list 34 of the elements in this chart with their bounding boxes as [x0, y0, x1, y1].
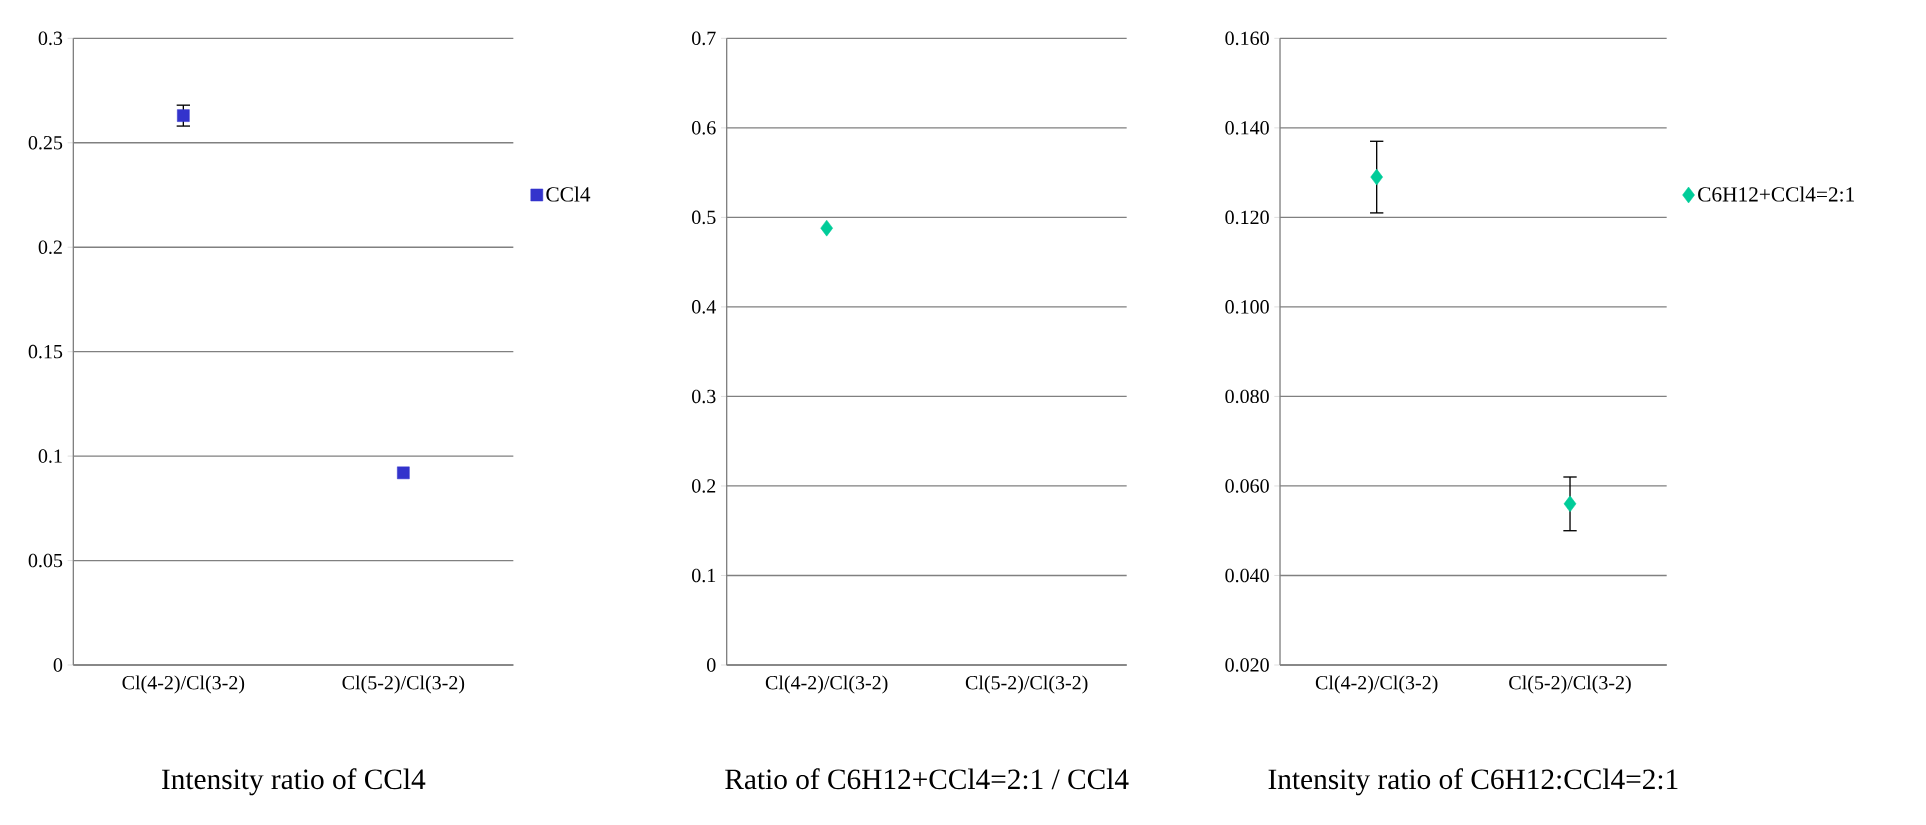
legend-label: C6H12+CCl4=2:1: [1698, 186, 1854, 202]
y-tick-label: 0.120: [1225, 210, 1269, 225]
y-tick-label: 0.7: [692, 31, 716, 46]
y-tick-label: 0.4: [692, 300, 716, 314]
y-tick-label: 0.25: [28, 135, 63, 150]
y-tick-label: 0.040: [1225, 568, 1269, 583]
y-tick-label: 0.15: [28, 344, 63, 359]
y-tick-label: 0.080: [1225, 389, 1269, 404]
y-tick-label: 0.3: [38, 31, 63, 46]
y-tick-label: 0.100: [1225, 300, 1269, 314]
x-tick-label: Cl(4-2)/Cl(3-2): [1315, 675, 1438, 694]
text: Ratio of C6H12+CCl4=2:1 / CCl4: [725, 768, 1129, 790]
y-tick-label: 0.1: [692, 568, 716, 583]
y-tick-label: 0.5: [692, 210, 716, 225]
legend-label: CCl4: [546, 186, 591, 202]
text: Intensity ratio of C6H12:CCl4=2:1: [1268, 768, 1678, 796]
text: Intensity ratio of CCl4: [162, 768, 426, 796]
y-tick-label: 0.060: [1225, 479, 1269, 493]
y-tick-label: 0.020: [1225, 658, 1269, 672]
y-tick-label: 0: [53, 658, 63, 672]
x-tick-label: Cl(4-2)/Cl(3-2): [765, 675, 888, 694]
y-tick-label: 0: [707, 658, 716, 672]
y-tick-label: 0.05: [28, 553, 63, 568]
y-tick-label: 0.2: [692, 479, 716, 493]
y-tick-label: 0.2: [38, 240, 62, 255]
y-tick-label: 0.1: [38, 449, 62, 463]
y-tick-label: 0.140: [1225, 121, 1269, 135]
y-tick-label: 0.160: [1225, 31, 1269, 46]
x-tick-label: Cl(5-2)/Cl(3-2): [342, 675, 465, 694]
x-tick-label: Cl(5-2)/Cl(3-2): [965, 675, 1088, 694]
y-tick-label: 0.3: [692, 389, 716, 404]
x-tick-label: Cl(4-2)/Cl(3-2): [122, 675, 245, 694]
y-tick-label: 0.6: [692, 121, 716, 135]
x-tick-label: Cl(5-2)/Cl(3-2): [1509, 675, 1631, 694]
